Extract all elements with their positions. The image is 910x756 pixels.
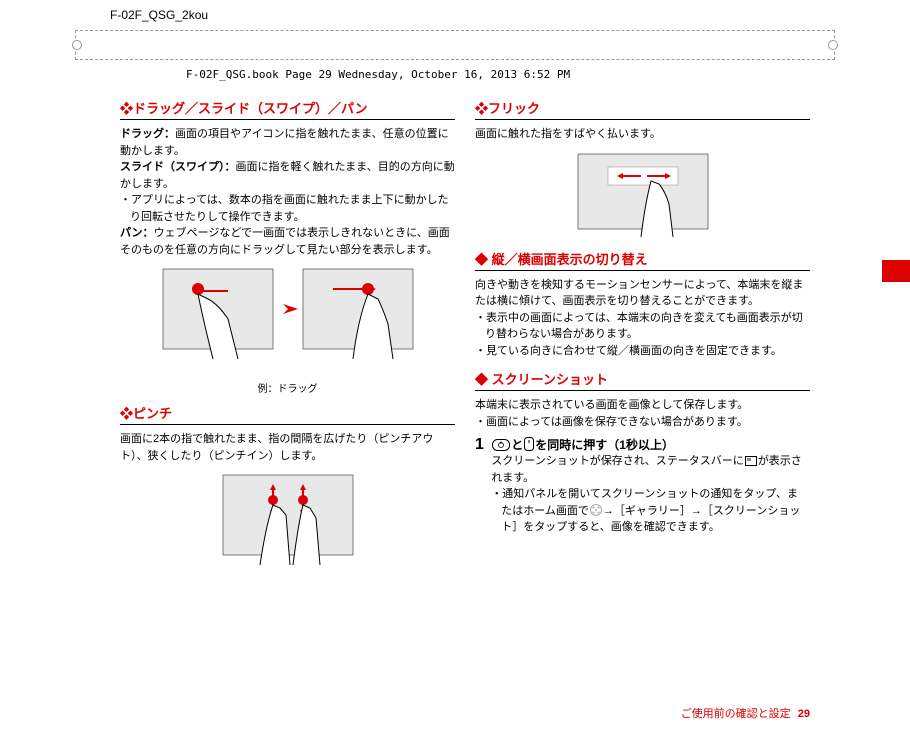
step-title-a: と xyxy=(511,438,523,452)
screenshot-statusbar-icon xyxy=(745,456,757,466)
flick-svg xyxy=(573,149,713,239)
book-info: F-02F_QSG.book Page 29 Wednesday, Octobe… xyxy=(186,68,570,81)
apps-icon xyxy=(590,504,602,516)
drag-desc: ドラッグ：画面の項目やアイコンに指を触れたまま、任意の位置に動かします。 xyxy=(120,126,455,159)
power-button-icon xyxy=(492,439,510,451)
step-body-1: スクリーンショットが保存され、ステータスバーにが表示されます。 xyxy=(491,453,802,486)
step-number: 1 xyxy=(475,436,484,454)
footer: ご使用前の確認と設定 29 xyxy=(681,705,810,721)
heading-flick: ❖フリック xyxy=(475,98,810,117)
edge-tab xyxy=(882,260,910,282)
rule xyxy=(120,119,455,120)
step-body-2: ・通知パネルを開いてスクリーンショットの通知をタップ、またはホーム画面で→［ギャ… xyxy=(491,486,802,536)
right-column: ❖フリック 画面に触れた指をすばやく払います。 ◆ 縦／横画面表示の切り替え 向… xyxy=(475,90,810,686)
rotate-body: 向きや動きを検知するモーションセンサーによって、本端末を縦または横に傾けて、画面… xyxy=(475,277,810,310)
rule xyxy=(120,424,455,425)
rotate-bullet-2: ・見ている向きに合わせて縦／横画面の向きを固定できます。 xyxy=(475,343,810,360)
volume-button-icon xyxy=(524,437,534,451)
step-title: とを同時に押す（1秒以上） xyxy=(491,438,674,452)
slide-desc: スライド（スワイプ）：画面に指を軽く触れたまま、目的の方向に動かします。 xyxy=(120,159,455,192)
slide-bullet: ・アプリによっては、数本の指を画面に触れたまま上下に動かしたり回転させたりして操… xyxy=(120,192,455,225)
step-title-b: を同時に押す（1秒以上） xyxy=(535,438,674,452)
drag-term: ドラッグ： xyxy=(120,128,175,140)
heading-rotate: ◆ 縦／横画面表示の切り替え xyxy=(475,249,810,268)
step-body-1a: スクリーンショットが保存され、ステータスバーに xyxy=(491,455,744,467)
heading-pinch: ❖ピンチ xyxy=(120,403,455,422)
ss-body2: ・画面によっては画像を保存できない場合があります。 xyxy=(475,414,810,431)
flick-illustration xyxy=(475,149,810,239)
heading-drag: ❖ドラッグ／スライド（スワイプ）／パン xyxy=(120,98,455,117)
pinch-svg xyxy=(218,470,358,570)
flick-body: 画面に触れた指をすばやく払います。 xyxy=(475,126,810,143)
footer-page: 29 xyxy=(798,708,810,720)
drag-illustration: 例：ドラッグ xyxy=(120,264,455,395)
rule xyxy=(475,270,810,271)
footer-label: ご使用前の確認と設定 xyxy=(681,708,791,720)
drag-caption: 例：ドラッグ xyxy=(120,380,455,395)
rotate-bullet-1: ・表示中の画面によっては、本端末の向きを変えても画面表示が切り替わらない場合があ… xyxy=(475,310,810,343)
step-1: 1 とを同時に押す（1秒以上） スクリーンショットが保存され、ステータスバーにが… xyxy=(475,436,810,536)
crop-marks: F-02F_QSG.book Page 29 Wednesday, Octobe… xyxy=(75,30,835,60)
drag-svg xyxy=(158,264,418,374)
slide-term: スライド（スワイプ）： xyxy=(120,161,236,173)
heading-screenshot: ◆ スクリーンショット xyxy=(475,369,810,388)
ss-body1: 本端末に表示されている画面を画像として保存します。 xyxy=(475,397,810,414)
pan-desc: パン：ウェブページなどで一画面では表示しきれないときに、画面そのものを任意の方向… xyxy=(120,225,455,258)
page-content: ❖ドラッグ／スライド（スワイプ）／パン ドラッグ：画面の項目やアイコンに指を触れ… xyxy=(120,90,810,686)
pan-body: ウェブページなどで一画面では表示しきれないときに、画面そのものを任意の方向にドラ… xyxy=(120,227,450,256)
pinch-body: 画面に2本の指で触れたまま、指の間隔を広げたり（ピンチアウト）、狭くしたり（ピン… xyxy=(120,431,455,464)
pinch-illustration xyxy=(120,470,455,570)
pan-term: パン： xyxy=(120,227,154,239)
rule xyxy=(475,390,810,391)
rule xyxy=(475,119,810,120)
doc-label: F-02F_QSG_2kou xyxy=(110,8,208,22)
left-column: ❖ドラッグ／スライド（スワイプ）／パン ドラッグ：画面の項目やアイコンに指を触れ… xyxy=(120,90,455,686)
